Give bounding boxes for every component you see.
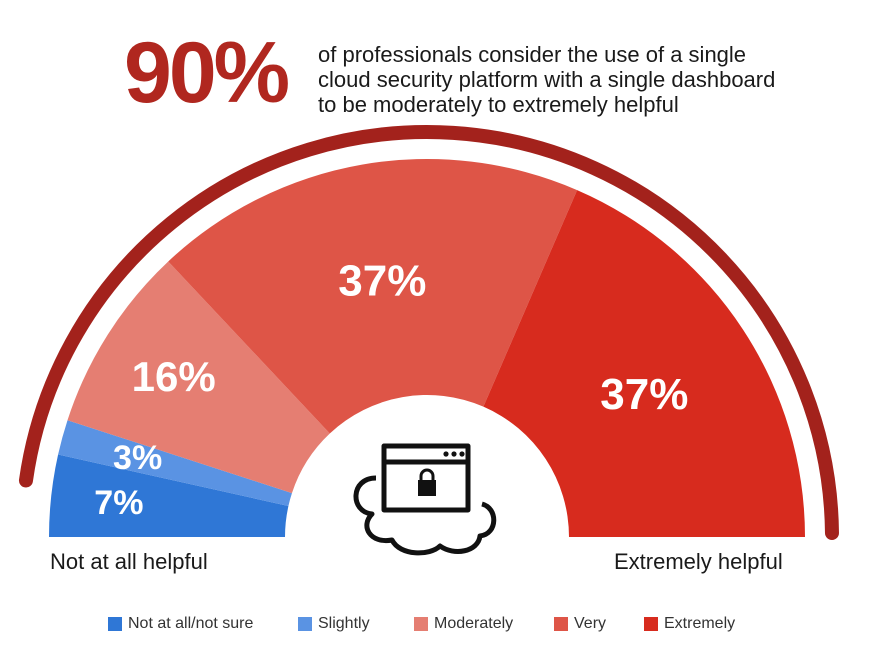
legend-swatch-slightly — [298, 617, 312, 631]
slice-labels-group: 7% 3% 16% 37% 37% — [94, 256, 688, 522]
headline-line-1: of professionals consider the use of a s… — [318, 42, 747, 67]
headline-stat: 90% — [124, 25, 290, 121]
cloud-lock-browser-icon — [353, 443, 497, 556]
legend-item-moderately: Moderately — [414, 615, 554, 633]
slice-label-not-at-all: 7% — [94, 484, 143, 522]
slice-extremely — [483, 190, 805, 537]
slice-label-very: 37% — [338, 256, 426, 305]
legend-swatch-very — [554, 617, 568, 631]
legend-label-slightly: Slightly — [318, 615, 370, 632]
slice-not-at-all — [49, 454, 289, 537]
scale-label-right: Extremely helpful — [614, 549, 783, 574]
legend-swatch-extremely — [644, 617, 658, 631]
legend-swatch-moderately — [414, 617, 428, 631]
legend-label-extremely: Extremely — [664, 615, 736, 632]
legend-item-extremely: Extremely — [644, 615, 735, 633]
legend: Not at all/not sure Slightly Moderately … — [108, 615, 735, 633]
legend-item-very: Very — [554, 615, 644, 633]
legend-label-not-at-all: Not at all/not sure — [128, 615, 254, 632]
legend-item-not-at-all: Not at all/not sure — [108, 615, 298, 633]
legend-label-moderately: Moderately — [434, 615, 514, 632]
legend-item-slightly: Slightly — [298, 615, 414, 633]
slices-group — [49, 159, 805, 537]
slice-slightly — [58, 420, 292, 507]
legend-label-very: Very — [574, 615, 607, 632]
slice-label-slightly: 3% — [113, 439, 162, 477]
legend-swatch-not-at-all — [108, 617, 122, 631]
scale-label-left: Not at all helpful — [50, 549, 208, 574]
outer-arc — [18, 125, 839, 540]
headline-line-3: to be moderately to extremely helpful — [318, 92, 679, 117]
headline-line-2: cloud security platform with a single da… — [318, 67, 776, 92]
slice-very — [168, 159, 578, 434]
slice-label-moderately: 16% — [132, 353, 216, 400]
slice-label-extremely: 37% — [600, 370, 688, 419]
slice-moderately — [67, 261, 330, 494]
headline-text: of professionals consider the use of a s… — [318, 42, 858, 117]
